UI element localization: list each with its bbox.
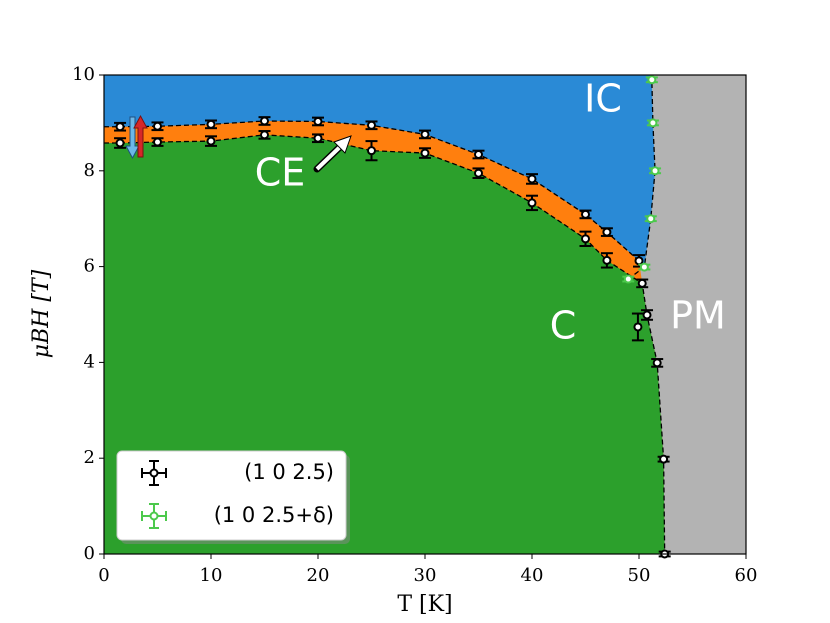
data-point bbox=[602, 255, 612, 265]
x-axis-label: T [K] bbox=[397, 592, 452, 617]
legend-marker bbox=[141, 460, 167, 486]
legend-marker-point bbox=[149, 468, 159, 478]
x-tick-label: 60 bbox=[735, 565, 758, 586]
y-axis-label: μBH [T] bbox=[29, 269, 54, 358]
data-point bbox=[634, 256, 644, 266]
data-point bbox=[527, 198, 537, 208]
data-point bbox=[647, 75, 657, 85]
data-point bbox=[623, 274, 633, 284]
x-tick-label: 30 bbox=[414, 565, 437, 586]
data-point bbox=[527, 174, 537, 184]
legend-label: (1 0 2.5+δ) bbox=[214, 503, 334, 527]
data-point bbox=[260, 130, 269, 140]
data-point bbox=[474, 150, 483, 160]
data-point bbox=[633, 322, 643, 332]
data-point bbox=[260, 116, 269, 126]
data-point bbox=[581, 209, 590, 219]
y-tick-label: 6 bbox=[84, 256, 95, 277]
x-tick-label: 0 bbox=[98, 565, 109, 586]
plot-area bbox=[104, 75, 746, 559]
data-point bbox=[420, 148, 430, 158]
x-tick-label: 50 bbox=[628, 565, 651, 586]
data-point bbox=[153, 137, 162, 147]
data-point bbox=[652, 358, 662, 368]
data-point bbox=[474, 168, 483, 178]
y-tick-label: 8 bbox=[84, 160, 95, 181]
legend-label: (1 0 2.5) bbox=[244, 460, 334, 484]
x-tick-label: 10 bbox=[200, 565, 223, 586]
data-point bbox=[153, 121, 162, 131]
y-tick-label: 2 bbox=[84, 447, 95, 468]
data-point bbox=[602, 227, 612, 237]
phase-label: CE bbox=[255, 151, 306, 195]
y-tick-label: 10 bbox=[72, 64, 95, 85]
data-point bbox=[313, 116, 323, 126]
y-tick-label: 4 bbox=[84, 351, 95, 372]
region-c bbox=[104, 134, 665, 554]
data-point bbox=[642, 310, 652, 320]
x-tick-label: 20 bbox=[307, 565, 330, 586]
data-point bbox=[420, 129, 430, 139]
x-tick-label: 40 bbox=[521, 565, 544, 586]
data-point bbox=[659, 454, 669, 464]
legend-marker-point bbox=[149, 511, 159, 521]
phase-label: C bbox=[550, 304, 577, 348]
phase-label: PM bbox=[670, 294, 726, 338]
data-point bbox=[648, 118, 658, 128]
spin-arrows-icon bbox=[125, 114, 148, 160]
ce-arrow bbox=[313, 135, 352, 173]
phase-label: IC bbox=[584, 77, 622, 121]
data-point bbox=[637, 278, 647, 288]
data-point bbox=[367, 120, 376, 130]
data-point bbox=[639, 262, 649, 272]
y-tick-label: 0 bbox=[84, 543, 95, 564]
legend-box bbox=[116, 450, 347, 541]
data-point bbox=[581, 234, 590, 244]
data-point bbox=[650, 166, 660, 176]
data-point bbox=[206, 136, 216, 146]
data-point bbox=[367, 146, 376, 156]
legend-marker bbox=[141, 503, 167, 529]
data-point bbox=[313, 133, 323, 143]
data-point bbox=[206, 119, 216, 129]
data-point bbox=[646, 214, 656, 224]
legend: (1 0 2.5) (1 0 2.5+δ) bbox=[116, 450, 350, 544]
data-point bbox=[115, 122, 125, 132]
data-point bbox=[115, 138, 125, 148]
